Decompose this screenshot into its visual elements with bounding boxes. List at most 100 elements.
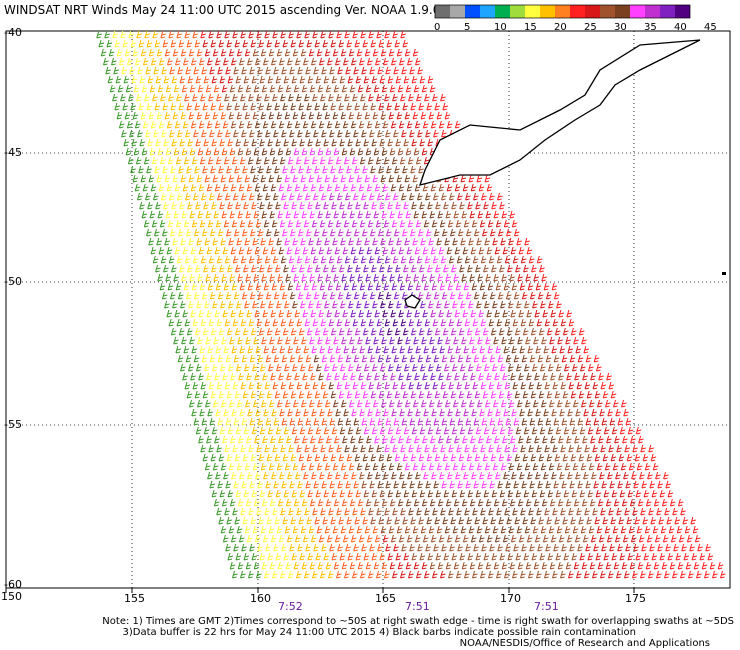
wind-barb <box>430 534 437 543</box>
wind-barb <box>568 444 574 453</box>
wind-barb <box>640 570 646 579</box>
wind-barb <box>274 390 281 399</box>
wind-barb <box>358 246 365 255</box>
wind-barb <box>331 201 337 210</box>
wind-barb <box>359 282 366 291</box>
wind-barb <box>352 444 358 453</box>
wind-barb <box>337 417 344 426</box>
wind-barb <box>394 327 401 336</box>
wind-barb <box>344 255 351 264</box>
wind-barb <box>296 318 303 327</box>
wind-barb <box>364 48 371 57</box>
wind-barb <box>350 246 357 255</box>
wind-barb <box>168 318 175 327</box>
time-label-1: 7:52 <box>278 600 303 613</box>
wind-barb <box>180 174 187 183</box>
wind-barb <box>486 372 492 381</box>
wind-barb <box>308 363 314 372</box>
wind-barb <box>491 552 498 561</box>
wind-barb <box>408 444 414 453</box>
wind-barb <box>280 255 287 264</box>
wind-barb <box>231 345 238 354</box>
wind-barb <box>582 534 589 543</box>
wind-barb <box>171 264 177 273</box>
wind-barb <box>103 57 109 66</box>
wind-barb <box>185 192 191 201</box>
wind-barb <box>159 219 166 228</box>
wind-barb <box>287 219 294 228</box>
wind-barb <box>454 372 460 381</box>
wind-barb <box>362 390 369 399</box>
wind-barb <box>611 426 618 435</box>
wind-barb <box>590 534 597 543</box>
wind-barb <box>281 354 288 363</box>
wind-barb <box>586 453 593 462</box>
wind-barb <box>226 516 233 525</box>
wind-barb <box>203 75 210 84</box>
wind-barb <box>638 534 645 543</box>
wind-barb <box>128 93 134 102</box>
wind-barb <box>368 255 375 264</box>
wind-barb <box>306 39 313 48</box>
wind-barb <box>235 264 241 273</box>
wind-barb <box>398 309 405 318</box>
wind-barb <box>370 228 376 237</box>
wind-barb <box>132 174 139 183</box>
wind-barb <box>386 228 392 237</box>
wind-barb <box>258 327 265 336</box>
wind-barb <box>393 480 400 489</box>
wind-barb <box>259 75 266 84</box>
wind-barb <box>272 381 279 390</box>
wind-barb <box>542 372 548 381</box>
wind-barb <box>459 201 465 210</box>
wind-barb <box>589 399 595 408</box>
wind-barb <box>294 183 301 192</box>
wind-barb <box>411 552 418 561</box>
wind-barb <box>142 120 149 129</box>
wind-barb <box>503 219 510 228</box>
wind-barb <box>188 48 195 57</box>
wind-barb <box>182 120 189 129</box>
wind-barb <box>599 408 605 417</box>
wind-barb <box>360 255 367 264</box>
wind-barb <box>197 84 204 93</box>
wind-barb <box>606 534 613 543</box>
wind-barb <box>169 291 176 300</box>
wind-barb <box>219 489 226 498</box>
wind-barb <box>291 552 298 561</box>
wind-barb <box>161 192 167 201</box>
wind-barb <box>680 507 686 516</box>
wind-barb <box>495 408 501 417</box>
wind-barb <box>414 534 421 543</box>
wind-barb <box>283 489 290 498</box>
wind-barb <box>312 570 318 579</box>
wind-barb <box>567 408 573 417</box>
wind-barb <box>466 453 473 462</box>
wind-barb <box>155 138 162 147</box>
wind-barb <box>251 489 258 498</box>
wind-barb <box>185 291 192 300</box>
wind-barb <box>295 156 302 165</box>
wind-barb <box>233 291 240 300</box>
wind-barb <box>283 264 289 273</box>
wind-barb <box>607 471 613 480</box>
wind-barb <box>194 39 201 48</box>
wind-barb <box>612 525 619 534</box>
wind-barb <box>537 543 543 552</box>
wind-barb <box>385 129 391 138</box>
wind-barb <box>527 282 534 291</box>
wind-barb <box>619 552 626 561</box>
wind-barb <box>209 129 215 138</box>
wind-barb <box>476 525 483 534</box>
wind-barb <box>543 282 550 291</box>
wind-barb <box>196 174 203 183</box>
wind-barb <box>157 210 164 219</box>
wind-barb <box>372 174 379 183</box>
wind-barb <box>262 246 269 255</box>
wind-barb <box>329 66 335 75</box>
wind-barb <box>455 408 461 417</box>
wind-barb <box>420 363 426 372</box>
wind-barb <box>549 498 556 507</box>
wind-barb <box>378 453 385 462</box>
wind-barb <box>465 480 472 489</box>
